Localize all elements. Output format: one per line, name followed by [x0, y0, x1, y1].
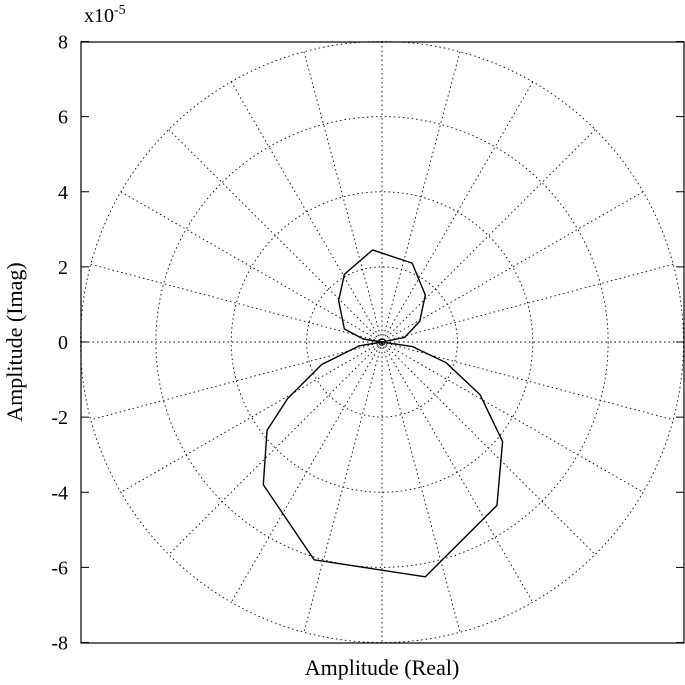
grid-radial-5: [303, 51, 461, 633]
y-tick-label-5: -2: [51, 407, 68, 429]
y-tick-label-6: -4: [51, 482, 68, 504]
y-tick-label-2: 4: [58, 182, 68, 204]
grid-radial-1: [90, 263, 674, 421]
axis-ticks: [81, 41, 684, 643]
grid-radial-7: [303, 51, 461, 633]
grid-radial-8: [230, 81, 534, 603]
y-tick-label-1: 6: [58, 107, 68, 129]
grid-circle-2: [155, 116, 609, 568]
grid-radial-3: [168, 129, 596, 555]
grid-radial-4: [230, 81, 534, 603]
x-axis-label: Amplitude (Real): [305, 655, 460, 680]
grid-circle-1: [230, 191, 534, 493]
y-tick-label-0: 8: [58, 32, 68, 54]
y-tick-label-3: 2: [58, 257, 68, 279]
y-tick-label-4: 0: [58, 332, 68, 354]
y-axis-label: Amplitude (Imag): [2, 262, 27, 421]
tick-labels: 8 6 4 2 0 -2 -4 -6 -8: [51, 32, 68, 655]
y-tick-label-7: -6: [51, 557, 68, 579]
grid-radial-11: [90, 263, 674, 421]
data-series: [262, 249, 504, 578]
y-tick-label-8: -8: [51, 633, 68, 655]
scale-exponent-label: x10-5: [84, 3, 126, 27]
grid-radial-10: [120, 191, 644, 493]
grid-radial-2: [120, 191, 644, 493]
grid-radial-9: [168, 129, 596, 555]
origin-marker: [378, 338, 386, 346]
series-line-0: [262, 249, 504, 578]
